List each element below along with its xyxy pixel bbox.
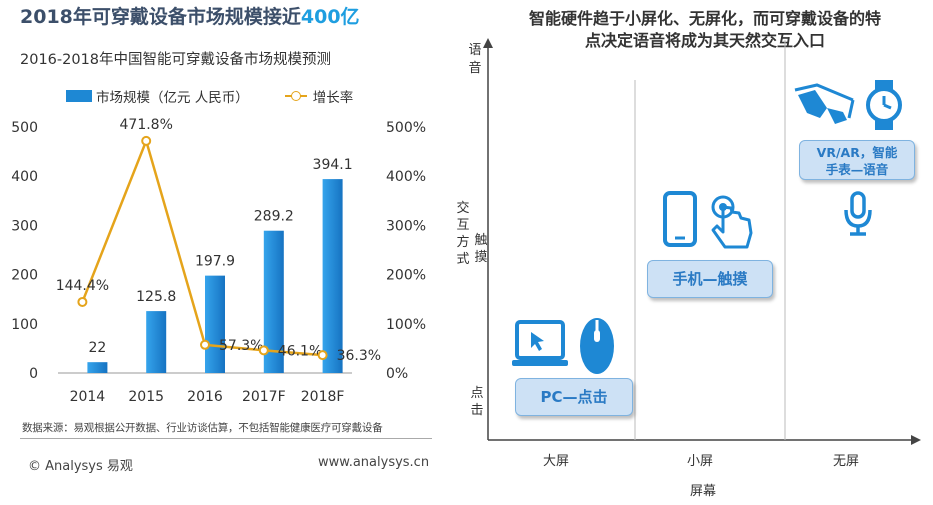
left-panel: 2018年可穿戴设备市场规模接近400亿 2016-2018年中国智能可穿戴设备… — [0, 0, 450, 505]
x-tick-label: 2017F — [242, 389, 286, 405]
main-title: 2018年可穿戴设备市场规模接近400亿 — [20, 2, 360, 29]
x-cat-small: 小屏 — [687, 454, 714, 469]
y-arrow-icon — [483, 38, 493, 48]
main-title-text: 2018年可穿戴设备市场规模接近 — [20, 6, 301, 28]
x-cat-none: 无屏 — [833, 454, 860, 469]
growth-point-2016 — [200, 339, 210, 350]
growth-point-2017F — [258, 345, 269, 356]
y-label-click-2: 击 — [470, 403, 484, 418]
y-label-touch-1: 触 — [474, 233, 488, 248]
tag-vr-voice-line2: 手表—语音 — [825, 162, 889, 177]
y-tick-label: 500 — [11, 120, 38, 136]
touch-hand-icon — [711, 195, 753, 249]
chart-title: 2016-2018年中国智能可穿戴设备市场规模预测 — [20, 52, 332, 68]
x-tick-label: 2014 — [70, 389, 106, 405]
y2-tick-label: 400% — [386, 169, 426, 185]
tag-vr-voice: VR/AR，智能 手表—语音 — [799, 140, 915, 180]
growth-data-label: 57.3% — [219, 338, 263, 354]
y-label-mode-2: 互 — [456, 218, 470, 233]
bar-data-label: 394.1 — [313, 157, 353, 173]
bar-line-chart: 0 100 200 300 400 500 0% 100% 200% 300% 400% 500% 20… — [11, 117, 426, 405]
smartwatch-icon — [866, 80, 902, 130]
growth-data-label: 144.4% — [56, 278, 109, 294]
diagram-title-line1: 智能硬件趋于小屏化、无屏化，而可穿戴设备的特 — [528, 9, 881, 28]
diagram-title: 智能硬件趋于小屏化、无屏化，而可穿戴设备的特 点决定语音将成为其天然交互入口 — [475, 8, 933, 52]
legend-bar-label: 市场规模（亿元 人民币） — [96, 90, 249, 106]
footer-url[interactable]: www.analysys.cn — [318, 455, 430, 470]
x-cat-large: 大屏 — [543, 454, 570, 469]
right-panel: 智能硬件趋于小屏化、无屏化，而可穿戴设备的特 点决定语音将成为其天然交互入口 语… — [455, 0, 933, 505]
growth-point-2014 — [77, 296, 88, 307]
x-axis-title: 屏幕 — [690, 484, 717, 499]
y-label-click-1: 点 — [470, 386, 484, 401]
tag-pc-click-label: PC—点击 — [540, 388, 608, 406]
y2-tick-label: 300% — [386, 218, 426, 234]
growth-rate-line — [81, 137, 323, 357]
y-label-voice-2: 音 — [468, 61, 482, 76]
bar-2015 — [146, 311, 167, 373]
y-label-mode-3: 方 — [456, 235, 470, 250]
x-tick-label: 2016 — [187, 389, 223, 405]
footer-copyright: © Analysys 易观 — [28, 459, 133, 474]
tag-vr-voice-line1: VR/AR，智能 — [816, 145, 898, 160]
y2-tick-label: 0% — [386, 366, 408, 382]
growth-data-label: 471.8% — [120, 117, 173, 133]
bar-2018F — [322, 179, 343, 373]
y2-tick-label: 200% — [386, 268, 426, 284]
tag-phone-touch: 手机—触摸 — [647, 260, 773, 298]
y-tick-label: 400 — [11, 169, 38, 185]
tag-phone-touch-label: 手机—触摸 — [672, 270, 748, 288]
x-arrow-icon — [911, 435, 921, 445]
bar-2014 — [87, 362, 108, 373]
legend-line-label: 增长率 — [312, 90, 354, 106]
microphone-icon — [844, 191, 872, 236]
y-tick-label: 100 — [11, 317, 38, 333]
y2-tick-label: 100% — [386, 317, 426, 333]
tag-pc-click: PC—点击 — [515, 378, 633, 416]
y-label-voice-1: 语 — [468, 43, 482, 58]
icons-layer — [512, 80, 902, 374]
x-tick-label: 2018F — [301, 389, 345, 405]
y-label-mode-4: 式 — [456, 252, 470, 267]
smartphone-icon — [663, 191, 697, 247]
y2-tick-label: 500% — [386, 120, 426, 136]
y-label-touch-2: 摸 — [474, 250, 488, 265]
y-tick-label: 0 — [29, 366, 38, 382]
growth-data-label: 36.3% — [337, 348, 381, 364]
growth-data-label: 46.1% — [278, 343, 322, 359]
x-tick-label: 2015 — [128, 389, 164, 405]
smart-glasses-icon — [794, 83, 855, 124]
bar-data-label: 125.8 — [136, 289, 176, 305]
source-divider — [20, 438, 432, 439]
bar-data-label: 22 — [88, 340, 106, 356]
chart-legend: 市场规模（亿元 人民币） 增长率 — [66, 86, 353, 106]
y-label-mode-1: 交 — [456, 201, 470, 216]
bar-data-label: 197.9 — [195, 254, 235, 270]
legend-bar-swatch — [66, 90, 92, 102]
bar-2016 — [205, 275, 225, 373]
y-tick-label: 300 — [11, 218, 38, 234]
source-note: 数据来源：易观根据公开数据、行业访谈估算，不包括智能健康医疗可穿戴设备 — [22, 422, 383, 434]
diagram-title-line2: 点决定语音将成为其天然交互入口 — [584, 31, 825, 50]
bar-data-label: 289.2 — [254, 209, 294, 225]
diagram-axes — [483, 38, 921, 445]
growth-point-2015 — [141, 135, 152, 146]
mouse-icon — [580, 318, 614, 374]
main-title-highlight: 400亿 — [300, 6, 360, 28]
growth-point-2018F — [317, 350, 328, 361]
laptop-icon — [512, 320, 568, 366]
y-tick-label: 200 — [11, 268, 38, 284]
legend-line-swatch — [284, 91, 307, 101]
bar-2017F — [263, 230, 284, 373]
